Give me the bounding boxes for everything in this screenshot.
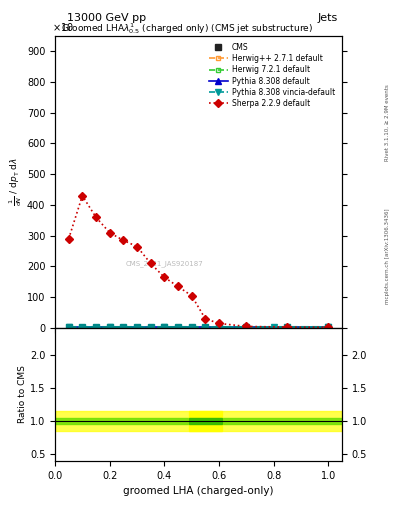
Pythia 8.308 default — [217, 324, 221, 330]
Herwig++ 2.7.1 default — [107, 324, 112, 330]
Sherpa 2.2.9 default — [162, 274, 167, 281]
Legend: CMS, Herwig++ 2.7.1 default, Herwig 7.2.1 default, Pythia 8.308 default, Pythia : CMS, Herwig++ 2.7.1 default, Herwig 7.2.… — [206, 39, 338, 111]
Sherpa 2.2.9 default — [203, 316, 208, 322]
Bar — [189, 411, 222, 431]
Sherpa 2.2.9 default — [80, 193, 85, 199]
Text: Rivet 3.1.10, ≥ 2.9M events: Rivet 3.1.10, ≥ 2.9M events — [385, 84, 389, 161]
X-axis label: groomed LHA (charged-only): groomed LHA (charged-only) — [123, 486, 274, 496]
Herwig 7.2.1 default — [66, 324, 71, 330]
Pythia 8.308 default — [66, 324, 71, 330]
CMS — [121, 324, 126, 330]
Text: Jets: Jets — [318, 13, 338, 23]
CMS — [176, 324, 180, 330]
Line: Herwig 7.2.1 default: Herwig 7.2.1 default — [66, 325, 331, 329]
Sherpa 2.2.9 default — [285, 324, 290, 330]
Sherpa 2.2.9 default — [176, 284, 180, 290]
Bar — [55, 418, 342, 424]
Herwig 7.2.1 default — [107, 324, 112, 330]
Text: CMS_2021_JAS920187: CMS_2021_JAS920187 — [125, 260, 203, 267]
Line: CMS: CMS — [66, 325, 331, 330]
Line: Pythia 8.308 default: Pythia 8.308 default — [66, 325, 331, 330]
CMS — [217, 324, 221, 330]
Y-axis label: Ratio to CMS: Ratio to CMS — [18, 366, 27, 423]
Herwig++ 2.7.1 default — [217, 324, 221, 330]
Line: Pythia 8.308 vincia-default: Pythia 8.308 vincia-default — [66, 325, 331, 330]
Herwig++ 2.7.1 default — [326, 324, 331, 330]
Y-axis label: $\frac{1}{\mathrm{d}N}$ / $\mathrm{d}p_{\mathrm{T}}$ $\mathrm{d}\lambda$: $\frac{1}{\mathrm{d}N}$ / $\mathrm{d}p_{… — [7, 157, 24, 206]
Herwig++ 2.7.1 default — [271, 324, 276, 330]
CMS — [135, 324, 140, 330]
Line: Sherpa 2.2.9 default: Sherpa 2.2.9 default — [66, 193, 331, 330]
Pythia 8.308 default — [326, 324, 331, 330]
Herwig 7.2.1 default — [162, 324, 167, 330]
CMS — [189, 324, 194, 330]
Bar — [55, 411, 342, 431]
Sherpa 2.2.9 default — [94, 214, 98, 220]
Sherpa 2.2.9 default — [326, 324, 331, 330]
Pythia 8.308 vincia-default — [107, 324, 112, 330]
Pythia 8.308 vincia-default — [162, 324, 167, 330]
Sherpa 2.2.9 default — [107, 229, 112, 236]
CMS — [107, 324, 112, 330]
CMS — [244, 324, 249, 330]
Sherpa 2.2.9 default — [189, 293, 194, 299]
Herwig 7.2.1 default — [271, 324, 276, 330]
Pythia 8.308 default — [162, 324, 167, 330]
Herwig 7.2.1 default — [326, 324, 331, 330]
Pythia 8.308 vincia-default — [217, 324, 221, 330]
Herwig 7.2.1 default — [217, 324, 221, 330]
CMS — [285, 324, 290, 330]
Sherpa 2.2.9 default — [66, 236, 71, 242]
Pythia 8.308 vincia-default — [271, 324, 276, 330]
Pythia 8.308 default — [271, 324, 276, 330]
Sherpa 2.2.9 default — [244, 324, 249, 330]
CMS — [94, 324, 98, 330]
Bar — [189, 418, 222, 424]
CMS — [80, 324, 85, 330]
Herwig++ 2.7.1 default — [162, 324, 167, 330]
Sherpa 2.2.9 default — [135, 243, 140, 249]
CMS — [148, 324, 153, 330]
Pythia 8.308 default — [107, 324, 112, 330]
Line: Herwig++ 2.7.1 default: Herwig++ 2.7.1 default — [66, 325, 331, 329]
Text: $\times10$: $\times10$ — [52, 21, 74, 33]
Pythia 8.308 vincia-default — [326, 324, 331, 330]
CMS — [66, 324, 71, 330]
Sherpa 2.2.9 default — [148, 260, 153, 266]
CMS — [203, 324, 208, 330]
Sherpa 2.2.9 default — [121, 237, 126, 243]
Text: mcplots.cern.ch [arXiv:1306.3436]: mcplots.cern.ch [arXiv:1306.3436] — [385, 208, 389, 304]
Pythia 8.308 vincia-default — [66, 324, 71, 330]
Sherpa 2.2.9 default — [217, 321, 221, 327]
CMS — [162, 324, 167, 330]
Text: Groomed LHA$\lambda^{1}_{0.5}$ (charged only) (CMS jet substructure): Groomed LHA$\lambda^{1}_{0.5}$ (charged … — [61, 21, 313, 36]
Herwig++ 2.7.1 default — [66, 324, 71, 330]
Text: 13000 GeV pp: 13000 GeV pp — [67, 13, 146, 23]
CMS — [326, 324, 331, 330]
